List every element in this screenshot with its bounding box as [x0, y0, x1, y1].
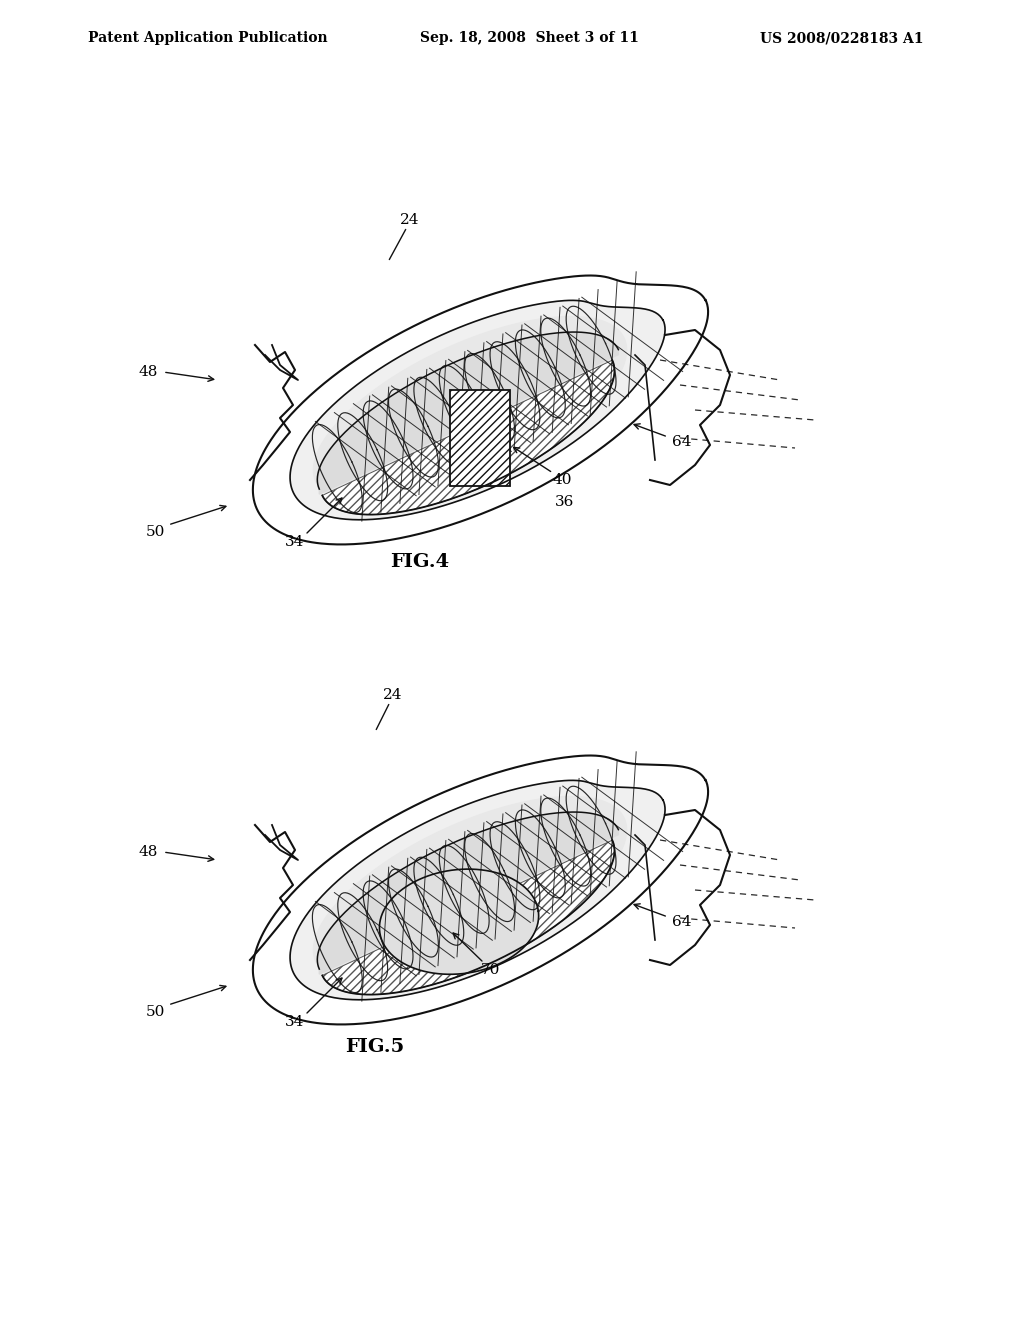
Polygon shape — [313, 796, 627, 983]
Polygon shape — [290, 301, 665, 520]
Polygon shape — [323, 360, 614, 515]
Text: 24: 24 — [383, 688, 402, 702]
Polygon shape — [323, 841, 614, 994]
Polygon shape — [313, 317, 627, 503]
Text: 40: 40 — [552, 473, 571, 487]
Text: US 2008/0228183 A1: US 2008/0228183 A1 — [760, 30, 924, 45]
Text: 64: 64 — [672, 915, 692, 929]
Text: FIG.5: FIG.5 — [345, 1038, 404, 1056]
Text: Patent Application Publication: Patent Application Publication — [88, 30, 328, 45]
Text: 50: 50 — [145, 1005, 165, 1019]
Text: Sep. 18, 2008  Sheet 3 of 11: Sep. 18, 2008 Sheet 3 of 11 — [420, 30, 639, 45]
Text: 70: 70 — [480, 964, 500, 977]
Text: FIG.4: FIG.4 — [390, 553, 450, 572]
Text: 34: 34 — [286, 535, 305, 549]
Polygon shape — [317, 333, 618, 494]
Text: 48: 48 — [138, 366, 158, 379]
Polygon shape — [253, 755, 709, 1024]
Polygon shape — [450, 389, 510, 486]
Text: 24: 24 — [400, 213, 420, 227]
Text: 36: 36 — [555, 495, 574, 510]
Polygon shape — [253, 276, 709, 544]
Text: 64: 64 — [672, 436, 692, 449]
Text: 50: 50 — [145, 525, 165, 539]
Polygon shape — [290, 780, 665, 999]
Polygon shape — [317, 812, 618, 974]
Text: 34: 34 — [286, 1015, 305, 1030]
Polygon shape — [380, 869, 539, 974]
Text: 48: 48 — [138, 845, 158, 859]
